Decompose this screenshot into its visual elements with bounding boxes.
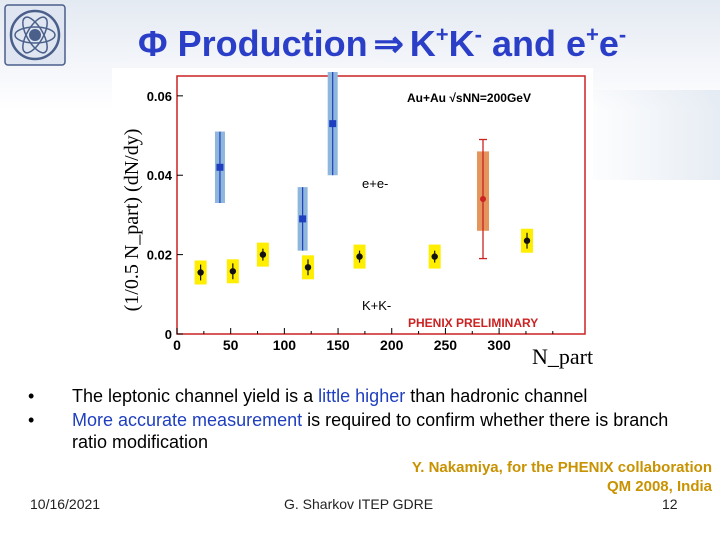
kk-data-point — [229, 268, 237, 275]
y-tick-label: 0 — [165, 327, 172, 342]
x-tick-label: 0 — [173, 337, 181, 353]
slide-title: Φ Production ⇒ K+K- and e+e- — [138, 22, 627, 64]
credit-line-2: QM 2008, India — [606, 478, 712, 495]
kk-data-point — [356, 253, 363, 260]
x-tick-label: 100 — [273, 337, 297, 353]
chart-background — [112, 68, 593, 375]
bullet-list: • The leptonic channel yield is a little… — [26, 385, 706, 455]
bullet-item: • The leptonic channel yield is a little… — [26, 385, 706, 407]
x-tick-label: 250 — [434, 337, 458, 353]
kk-series-label: K+K- — [362, 298, 391, 313]
page-number: 12 — [662, 496, 678, 512]
ee-data-point — [329, 120, 337, 128]
plot-frame — [176, 75, 586, 335]
institute-logo — [4, 4, 66, 66]
y-axis-label: (1/0.5 N_part) (dN/dy) — [121, 129, 143, 312]
x-tick-label: 150 — [326, 337, 350, 353]
footer-author: G. Sharkov ITEP GDRE — [284, 496, 434, 512]
preliminary-label: PHENIX PRELIMINARY — [408, 316, 538, 330]
ee-data-point — [299, 215, 307, 223]
kk-data-point — [259, 251, 267, 258]
x-tick-label: 200 — [380, 337, 404, 353]
y-tick-label: 0.02 — [147, 248, 172, 263]
bullet-marker: • — [28, 386, 35, 406]
ee-series-label: e+e- — [362, 176, 388, 191]
kk-data-point — [523, 237, 531, 244]
bullet-text: More accurate measurement is required to… — [72, 410, 669, 452]
bullet-item: • More accurate measurement is required … — [26, 409, 706, 453]
x-axis-label: N_part — [532, 344, 593, 369]
red-data-point — [480, 196, 486, 203]
x-tick-label: 300 — [487, 337, 511, 353]
credit-block: Y. Nakamiya, for the PHENIX collaboratio… — [412, 458, 712, 496]
bullet-text: The leptonic channel yield is a little h… — [72, 386, 588, 406]
phi-yield-chart: 0 50 100 150 200 250 300 0 0.02 0.04 0.06 (1/0.5 N… — [112, 68, 593, 375]
kk-data-point — [304, 264, 312, 271]
credit-line-1: Y. Nakamiya, for the PHENIX collaboratio… — [411, 459, 712, 476]
slide-background-accent — [580, 90, 720, 180]
ee-data-point — [216, 163, 224, 171]
kk-data-point — [197, 269, 204, 276]
y-tick-label: 0.06 — [147, 89, 172, 104]
y-tick-label: 0.04 — [147, 168, 173, 183]
x-tick-label: 50 — [223, 337, 239, 353]
system-label: Au+Au √sNN=200GeV — [407, 91, 531, 105]
bullet-marker: • — [28, 410, 35, 430]
kk-data-point — [431, 253, 438, 260]
footer-date: 10/16/2021 — [30, 496, 101, 512]
